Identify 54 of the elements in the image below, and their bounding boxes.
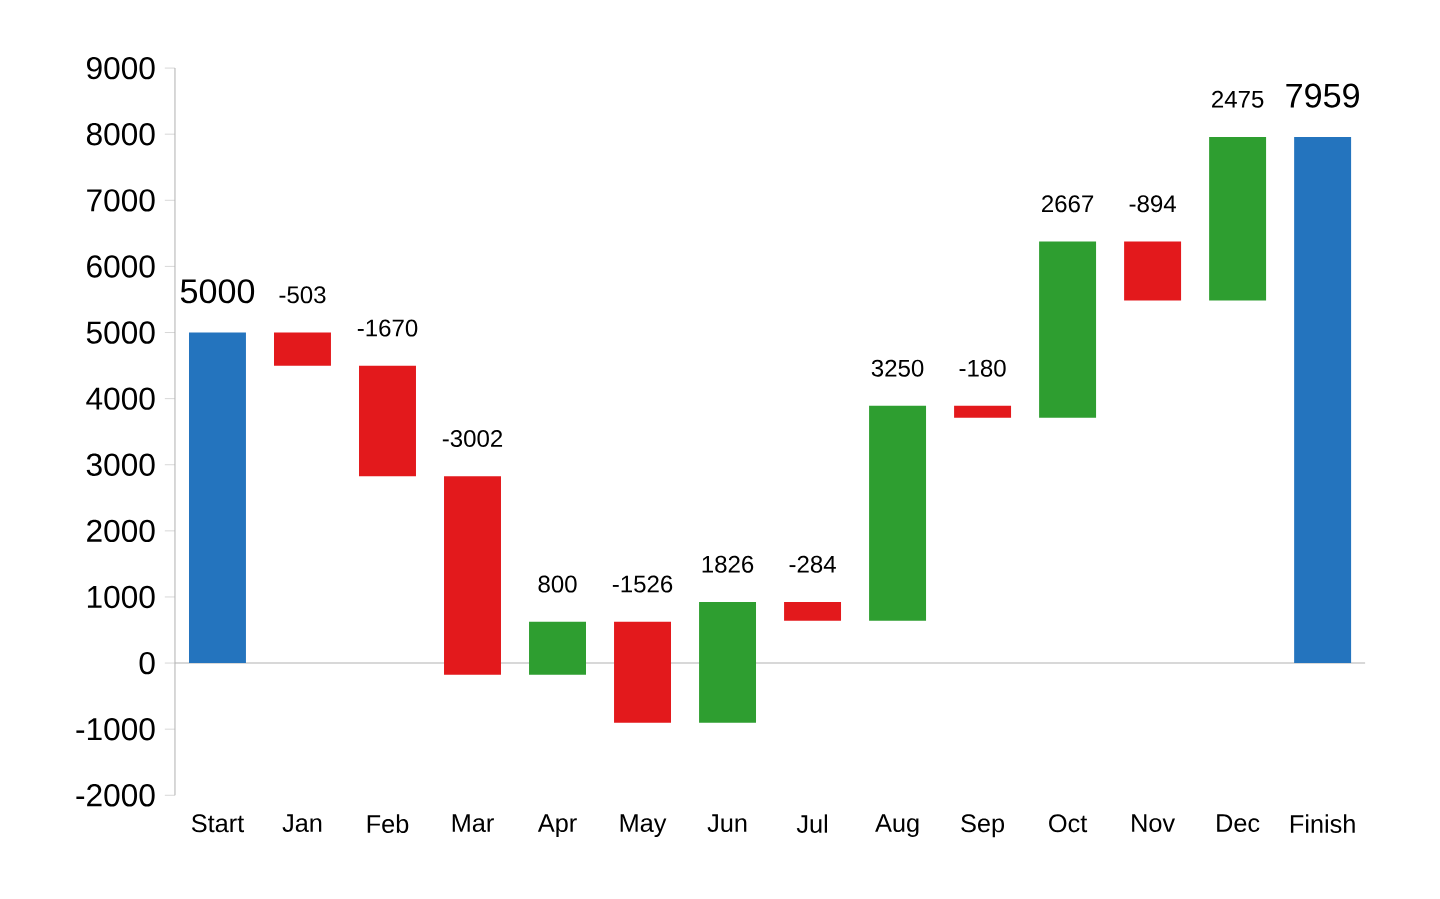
bar: [614, 621, 672, 723]
data-label: -180: [959, 359, 1006, 377]
x-tick-label: May: [620, 814, 667, 838]
x-tick-label: Feb: [367, 814, 409, 833]
data-label: 800: [538, 575, 577, 593]
x-tick-label: Start: [191, 814, 245, 833]
data-label: 2475: [1212, 90, 1264, 108]
bar: [784, 601, 842, 621]
bar: [529, 621, 586, 675]
data-label: -503: [279, 286, 326, 304]
y-tick-label: 8000: [86, 123, 155, 146]
x-tick-label: Aug: [875, 814, 919, 838]
y-tick-label: 4000: [86, 387, 155, 410]
y-tick-label: -2000: [76, 784, 155, 807]
data-label: 1826: [702, 555, 754, 573]
data-label: 7959: [1286, 83, 1359, 108]
x-tick-label: Sep: [961, 814, 1005, 838]
bar: [1294, 136, 1352, 664]
bar: [1124, 241, 1182, 301]
data-label: -1670: [357, 319, 418, 337]
x-tick-label: Mar: [452, 814, 494, 833]
y-tick-label: 3000: [86, 453, 155, 476]
y-tick-label: 2000: [87, 519, 155, 543]
y-tick-label: -1000: [76, 718, 155, 741]
bar: [869, 405, 927, 621]
bar: [1039, 241, 1097, 418]
data-label: 3250: [871, 359, 924, 377]
data-label: -3002: [442, 429, 503, 448]
bar: [444, 476, 501, 675]
data-label: 5000: [180, 279, 255, 304]
bar: [1209, 136, 1267, 301]
data-label: -1526: [612, 575, 673, 593]
y-tick-label: 7000: [87, 189, 155, 212]
x-tick-label: Oct: [1049, 814, 1088, 833]
x-tick-label: Nov: [1132, 814, 1176, 833]
data-label: -284: [789, 555, 836, 573]
x-tick-label: Finish: [1290, 814, 1355, 833]
y-tick-label: 5000: [86, 321, 155, 344]
x-tick-label: Dec: [1217, 814, 1260, 833]
x-tick-label: Apr: [537, 814, 577, 838]
bar: [274, 332, 331, 366]
x-tick-label: Jan: [282, 814, 322, 833]
y-tick-label: 1000: [87, 585, 155, 609]
x-tick-label: Jul: [796, 814, 828, 833]
bar: [359, 365, 416, 477]
y-tick-label: 0: [139, 651, 155, 675]
data-label: 2667: [1042, 195, 1094, 213]
bar: [699, 601, 757, 723]
y-tick-label: 9000: [87, 56, 155, 80]
bar: [954, 405, 1012, 418]
data-label: -894: [1129, 195, 1176, 213]
y-tick-label: 6000: [87, 255, 155, 278]
x-tick-label: Jun: [707, 814, 747, 833]
bar: [189, 332, 246, 664]
